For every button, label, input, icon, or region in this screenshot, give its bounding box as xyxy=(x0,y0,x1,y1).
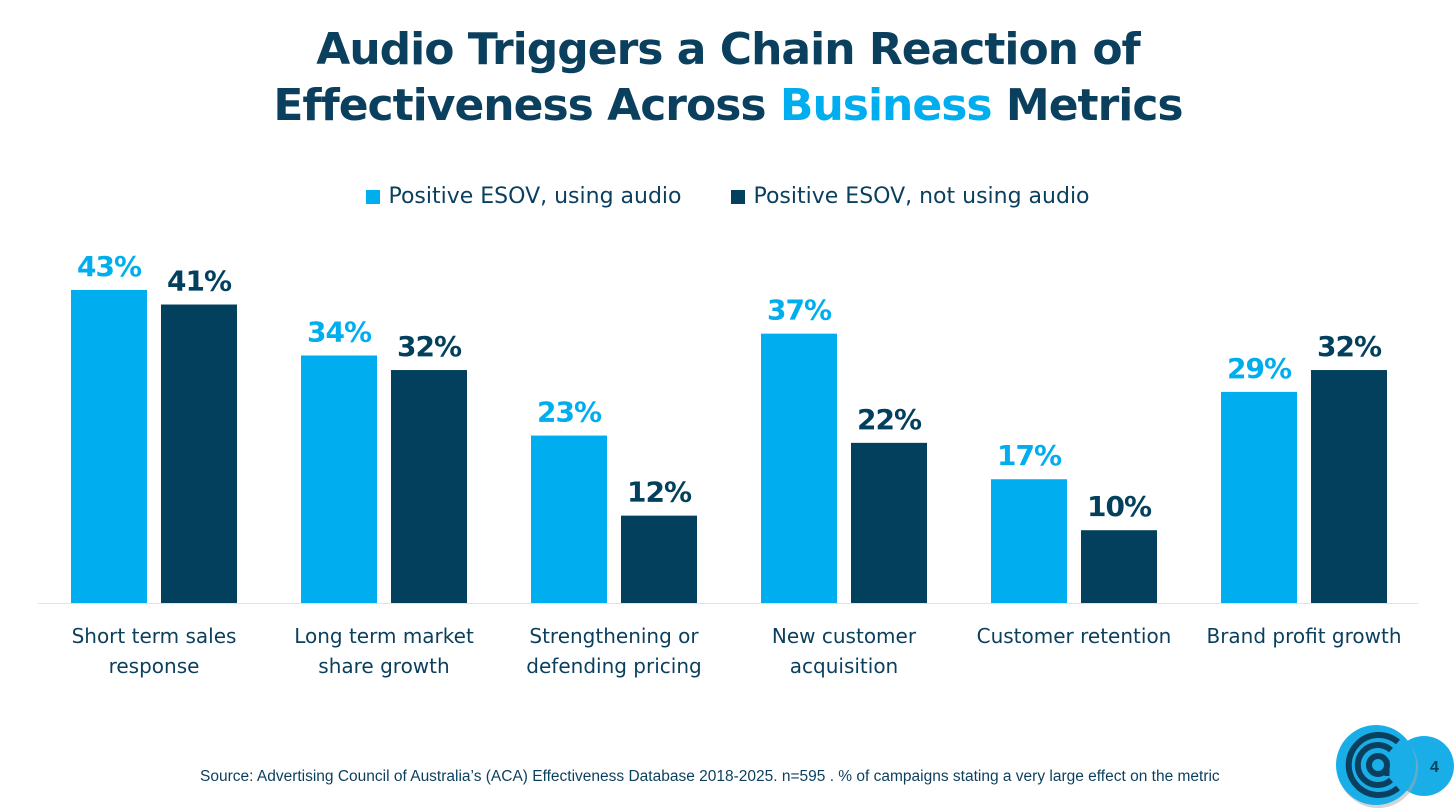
bar xyxy=(621,515,697,603)
data-label: 41% xyxy=(167,265,232,298)
title-text: Effectiveness Across xyxy=(273,80,780,131)
bar xyxy=(991,479,1067,603)
data-label: 43% xyxy=(77,250,142,283)
legend-swatch xyxy=(366,189,381,204)
category-label: Long term market xyxy=(294,624,474,648)
source-note: Source: Advertising Council of Australia… xyxy=(200,768,1220,785)
category-label: Strengthening or xyxy=(529,624,699,648)
data-label: 29% xyxy=(1227,352,1292,385)
title-line-1: Audio Triggers a Chain Reaction of xyxy=(316,24,1140,75)
title-line-2: Effectiveness Across Business Metrics xyxy=(0,78,1456,134)
data-label: 10% xyxy=(1087,490,1152,523)
data-label: 32% xyxy=(1317,330,1382,363)
title-highlight: Business xyxy=(779,80,993,131)
legend: Positive ESOV, using audio Positive ESOV… xyxy=(0,184,1456,209)
bar xyxy=(71,289,147,603)
legend-item-audio: Positive ESOV, using audio xyxy=(366,184,681,209)
category-label: share growth xyxy=(318,654,449,678)
data-label: 17% xyxy=(997,439,1062,472)
category-label: defending pricing xyxy=(526,654,701,678)
legend-label: Positive ESOV, not using audio xyxy=(753,184,1090,209)
legend-item-no-audio: Positive ESOV, not using audio xyxy=(731,184,1090,209)
bar xyxy=(851,442,927,603)
bar xyxy=(1311,370,1387,603)
title-text: Metrics xyxy=(991,80,1184,131)
data-label: 34% xyxy=(307,315,372,348)
logo: 4 xyxy=(1336,725,1454,808)
data-label: 12% xyxy=(627,476,692,509)
category-label: Short term sales xyxy=(72,624,237,648)
bar xyxy=(761,333,837,603)
category-label: Customer retention xyxy=(977,624,1172,648)
category-label: response xyxy=(109,654,200,678)
chart-title: Audio Triggers a Chain Reaction of Effec… xyxy=(0,22,1456,134)
bar xyxy=(1221,391,1297,603)
data-label: 37% xyxy=(767,294,832,327)
bar xyxy=(391,370,467,603)
data-label: 23% xyxy=(537,396,602,429)
bar xyxy=(301,355,377,603)
legend-swatch xyxy=(731,189,746,204)
page-number: 4 xyxy=(1430,759,1439,776)
category-label: New customer xyxy=(772,624,917,648)
bar xyxy=(161,304,237,603)
data-label: 32% xyxy=(397,330,462,363)
bar xyxy=(531,435,607,603)
bar xyxy=(1081,530,1157,603)
category-label: Brand profit growth xyxy=(1206,624,1401,648)
legend-label: Positive ESOV, using audio xyxy=(388,184,682,209)
data-label: 22% xyxy=(857,403,922,436)
category-label: acquisition xyxy=(790,654,898,678)
